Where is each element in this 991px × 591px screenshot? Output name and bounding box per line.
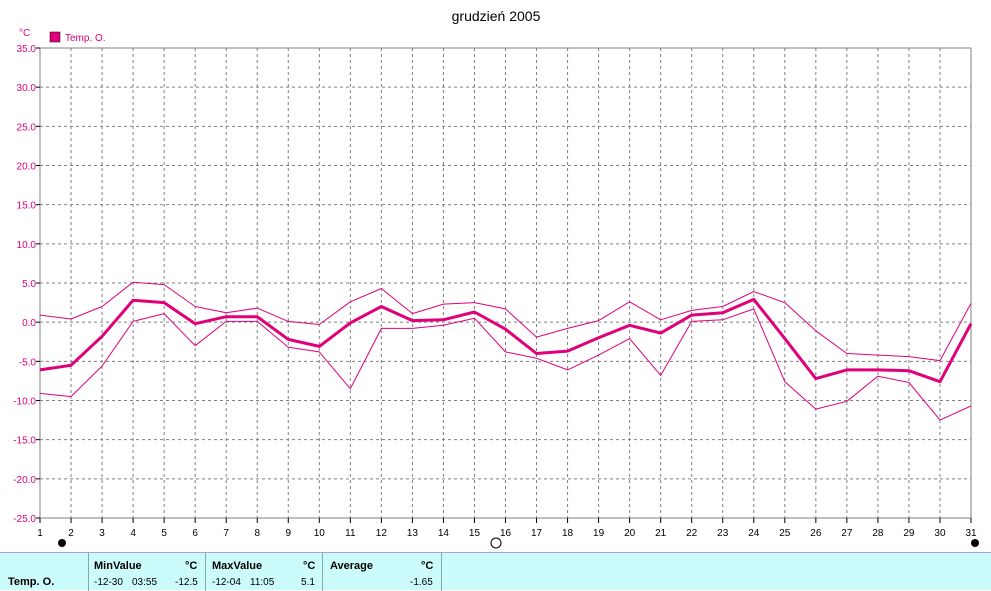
min-value-unit: °C	[185, 560, 198, 572]
month-start-marker-icon	[58, 539, 66, 547]
x-tick-label: 29	[903, 528, 915, 539]
y-tick-label: 30.0	[17, 83, 37, 94]
y-tick-label: 15.0	[17, 201, 37, 212]
y-tick-label: 20.0	[17, 162, 37, 173]
min-value-time: 03:55	[132, 577, 158, 588]
y-tick-label: -10.0	[13, 397, 36, 408]
x-tick-label: 15	[469, 528, 481, 539]
x-tick-label: 7	[223, 528, 229, 539]
series-line-max	[39, 281, 972, 362]
stats-row-label-cell: Temp. O.	[0, 553, 89, 591]
y-tick-label: 35.0	[17, 44, 37, 55]
x-tick-label: 11	[345, 528, 356, 539]
x-tick-label: 1	[37, 528, 43, 539]
x-tick-label: 26	[810, 528, 822, 539]
average-cell: Average °C -1.65	[323, 553, 442, 591]
y-tick-label: -25.0	[13, 514, 36, 525]
min-value-header: MinValue	[94, 560, 142, 572]
y-tick-label: 5.0	[22, 279, 36, 290]
stats-panel: Temp. O. MinValue °C -12-30 03:55 -12.5 …	[0, 552, 991, 591]
max-value-header: MaxValue	[212, 560, 263, 572]
legend-label: Temp. O.	[65, 33, 106, 44]
average-number: -1.65	[410, 577, 433, 588]
chart: grudzień 2005 °C Temp. O. 35.030.025.020…	[13, 8, 979, 549]
max-value-number: 5.1	[301, 577, 315, 588]
min-value-number: -12.5	[175, 577, 198, 588]
stats-row-label: Temp. O.	[8, 576, 55, 588]
x-tick-label: 25	[779, 528, 791, 539]
max-value-unit: °C	[303, 560, 316, 572]
x-tick-label: 16	[500, 528, 512, 539]
min-value-date: -12-30	[94, 577, 123, 588]
y-tick-label: 10.0	[17, 240, 37, 251]
x-tick-label: 2	[68, 528, 74, 539]
month-end-marker-icon	[971, 539, 979, 547]
max-value-date: -12-04	[212, 577, 241, 588]
x-tick-label: 12	[376, 528, 388, 539]
x-tick-label: 27	[841, 528, 853, 539]
average-unit: °C	[421, 560, 434, 572]
x-tick-label: 13	[407, 528, 419, 539]
mid-month-marker-icon	[490, 537, 502, 549]
x-tick-label: 5	[161, 528, 167, 539]
x-tick-label: 6	[192, 528, 198, 539]
x-tick-label: 18	[562, 528, 574, 539]
chart-title: grudzień 2005	[452, 8, 541, 24]
y-axis-unit: °C	[19, 28, 30, 39]
y-tick-label: 25.0	[17, 122, 37, 133]
y-tick-label: -5.0	[19, 357, 37, 368]
x-tick-label: 23	[717, 528, 729, 539]
y-tick-label: 0.0	[22, 318, 36, 329]
x-tick-label: 17	[531, 528, 543, 539]
series-line-average	[39, 297, 973, 384]
y-tick-label: -20.0	[13, 475, 36, 486]
y-tick-label: -15.0	[13, 436, 36, 447]
x-tick-label: 21	[655, 528, 667, 539]
x-tick-label: 9	[285, 528, 291, 539]
max-value-time: 11:05	[250, 577, 275, 588]
x-tick-label: 10	[314, 528, 326, 539]
x-tick-label: 24	[748, 528, 760, 539]
min-value-cell: MinValue °C -12-30 03:55 -12.5	[89, 553, 206, 591]
x-tick-label: 20	[624, 528, 636, 539]
x-tick-label: 8	[254, 528, 260, 539]
legend-swatch	[49, 31, 61, 43]
x-tick-label: 4	[130, 528, 136, 539]
x-tick-label: 30	[934, 528, 946, 539]
max-value-cell: MaxValue °C -12-04 11:05 5.1	[206, 553, 323, 591]
average-header: Average	[330, 560, 374, 572]
series-line-min	[39, 308, 972, 421]
x-tick-label: 28	[872, 528, 884, 539]
x-tick-label: 3	[99, 528, 105, 539]
x-tick-label: 22	[686, 528, 698, 539]
x-tick-label: 19	[593, 528, 605, 539]
x-tick-label: 14	[438, 528, 450, 539]
x-tick-label: 31	[965, 528, 977, 539]
